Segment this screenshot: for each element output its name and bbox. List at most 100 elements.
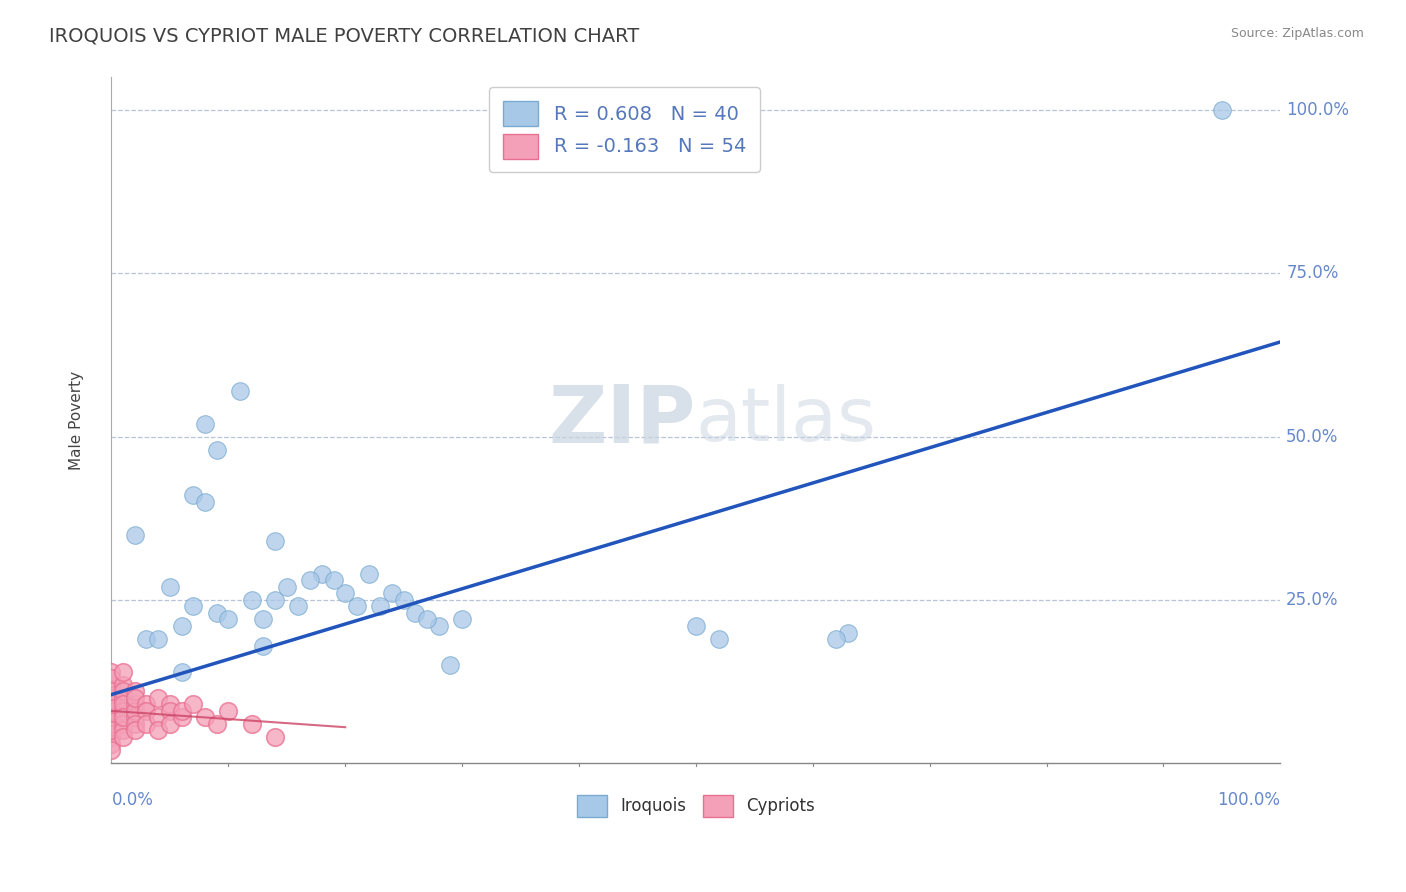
Point: [264, 534, 287, 549]
Point: [170, 619, 193, 633]
Point: [159, 580, 181, 594]
Point: [205, 606, 228, 620]
Point: [368, 599, 391, 614]
Point: [100, 704, 122, 718]
Point: [100, 665, 122, 679]
Text: 25.0%: 25.0%: [1286, 591, 1339, 609]
Point: [205, 442, 228, 457]
Point: [100, 690, 122, 705]
Point: [112, 710, 135, 724]
Point: [194, 417, 217, 431]
Point: [112, 730, 135, 744]
Text: 100.0%: 100.0%: [1286, 101, 1350, 120]
Point: [299, 574, 322, 588]
Point: [135, 698, 157, 712]
Point: [685, 619, 707, 633]
Point: [287, 599, 309, 614]
Point: [276, 580, 298, 594]
Point: [100, 678, 122, 692]
Point: [181, 488, 204, 502]
Point: [392, 592, 415, 607]
Point: [124, 527, 146, 541]
Point: [427, 619, 450, 633]
Point: [100, 710, 122, 724]
Point: [135, 717, 157, 731]
Point: [148, 710, 170, 724]
Point: [252, 612, 274, 626]
Point: [159, 704, 181, 718]
Point: [100, 723, 122, 738]
Point: [252, 639, 274, 653]
Point: [100, 698, 122, 712]
Point: [194, 495, 217, 509]
Point: [264, 592, 287, 607]
Point: [148, 690, 170, 705]
Point: [112, 717, 135, 731]
Point: [837, 625, 859, 640]
Point: [194, 710, 217, 724]
Point: [217, 612, 239, 626]
Point: [170, 665, 193, 679]
Point: [100, 698, 122, 712]
Point: [112, 678, 135, 692]
Point: [148, 723, 170, 738]
Point: [217, 704, 239, 718]
Point: [264, 730, 287, 744]
Point: [100, 717, 122, 731]
Point: [135, 704, 157, 718]
Point: [170, 710, 193, 724]
Point: [124, 690, 146, 705]
Point: [112, 690, 135, 705]
Point: [240, 717, 263, 731]
Point: [100, 704, 122, 718]
Point: [124, 698, 146, 712]
Text: 75.0%: 75.0%: [1286, 264, 1339, 283]
Text: atlas: atlas: [696, 384, 877, 457]
Point: [709, 632, 731, 646]
Point: [148, 632, 170, 646]
Text: 0.0%: 0.0%: [111, 790, 153, 808]
Point: [112, 698, 135, 712]
Point: [381, 586, 404, 600]
Point: [159, 698, 181, 712]
Point: [181, 599, 204, 614]
Point: [416, 612, 439, 626]
Point: [100, 671, 122, 685]
Point: [404, 606, 426, 620]
Point: [124, 704, 146, 718]
Point: [100, 730, 122, 744]
Point: [170, 704, 193, 718]
Point: [205, 717, 228, 731]
Point: [357, 566, 380, 581]
Text: ZIP: ZIP: [548, 381, 696, 459]
Point: [100, 743, 122, 757]
Point: [100, 684, 122, 698]
Point: [100, 690, 122, 705]
Point: [100, 723, 122, 738]
Point: [181, 698, 204, 712]
Point: [335, 586, 357, 600]
Point: [124, 723, 146, 738]
Point: [240, 592, 263, 607]
Point: [100, 737, 122, 751]
Point: [100, 710, 122, 724]
Text: Male Poverty: Male Poverty: [69, 371, 84, 470]
Point: [124, 710, 146, 724]
Point: [346, 599, 368, 614]
Point: [825, 632, 848, 646]
Point: [112, 665, 135, 679]
Legend: Iroquois, Cypriots: Iroquois, Cypriots: [571, 789, 821, 823]
Point: [229, 384, 252, 398]
Point: [159, 717, 181, 731]
Point: [135, 632, 157, 646]
Point: [311, 566, 333, 581]
Point: [112, 723, 135, 738]
Point: [322, 574, 344, 588]
Point: [112, 704, 135, 718]
Point: [451, 612, 474, 626]
Text: 100.0%: 100.0%: [1218, 790, 1281, 808]
Point: [112, 684, 135, 698]
Point: [100, 717, 122, 731]
Text: Source: ZipAtlas.com: Source: ZipAtlas.com: [1230, 27, 1364, 40]
Point: [439, 658, 461, 673]
